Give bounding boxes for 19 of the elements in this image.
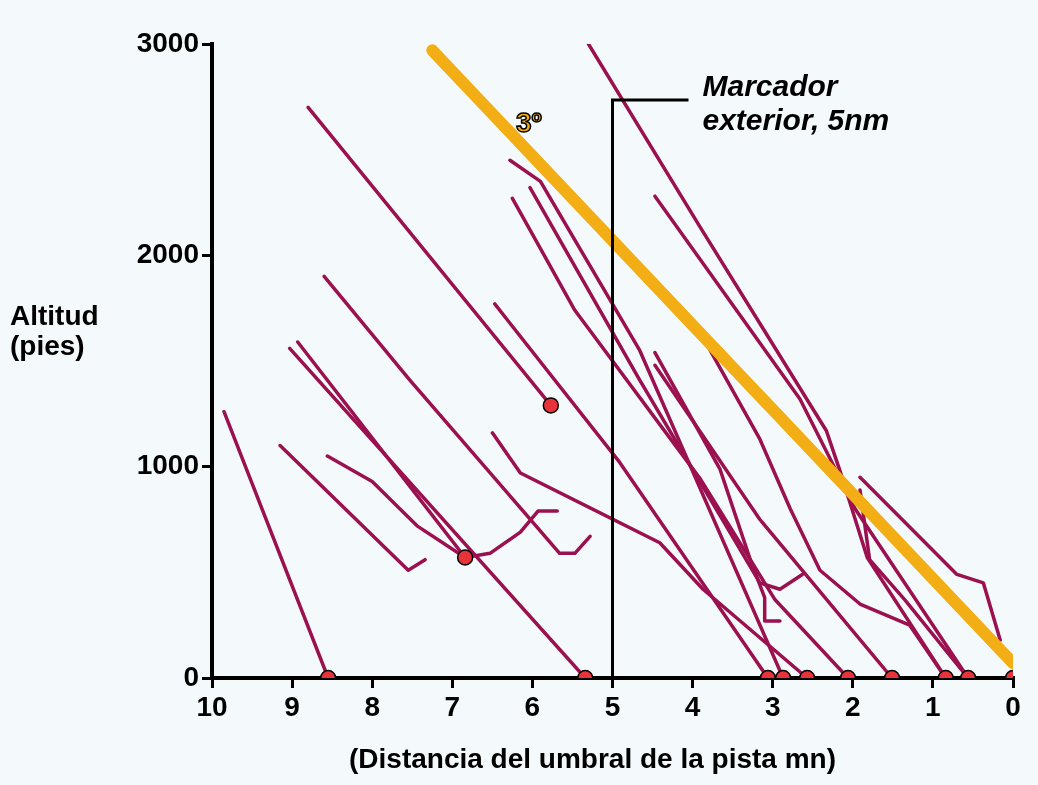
y-axis-title: Altitud (pies) xyxy=(10,299,99,361)
x-tick-label: 6 xyxy=(524,690,541,722)
series-label: 3º xyxy=(515,106,542,138)
x-tick-label: 0 xyxy=(1005,690,1021,722)
y-tick-label: 2000 xyxy=(136,238,199,270)
x-tick-label: 9 xyxy=(284,690,300,722)
x-tick-label: 8 xyxy=(364,690,380,722)
x-tick-label: 4 xyxy=(684,690,701,722)
x-tick-label: 2 xyxy=(845,690,861,722)
x-tick-label: 5 xyxy=(604,690,621,722)
x-tick-label: 10 xyxy=(196,690,228,722)
x-axis-title: (Distancia del umbral de la pista mn) xyxy=(348,742,837,774)
x-tick-label: 7 xyxy=(444,690,461,722)
x-tick-label: 1 xyxy=(925,690,941,722)
y-tick-label: 3000 xyxy=(136,26,199,58)
y-tick-label: 0 xyxy=(183,660,199,692)
y-tick-label: 1000 xyxy=(136,449,199,481)
ref-line-label: Marcador exterior, 5nm xyxy=(702,69,890,137)
x-tick-label: 3 xyxy=(764,690,781,722)
